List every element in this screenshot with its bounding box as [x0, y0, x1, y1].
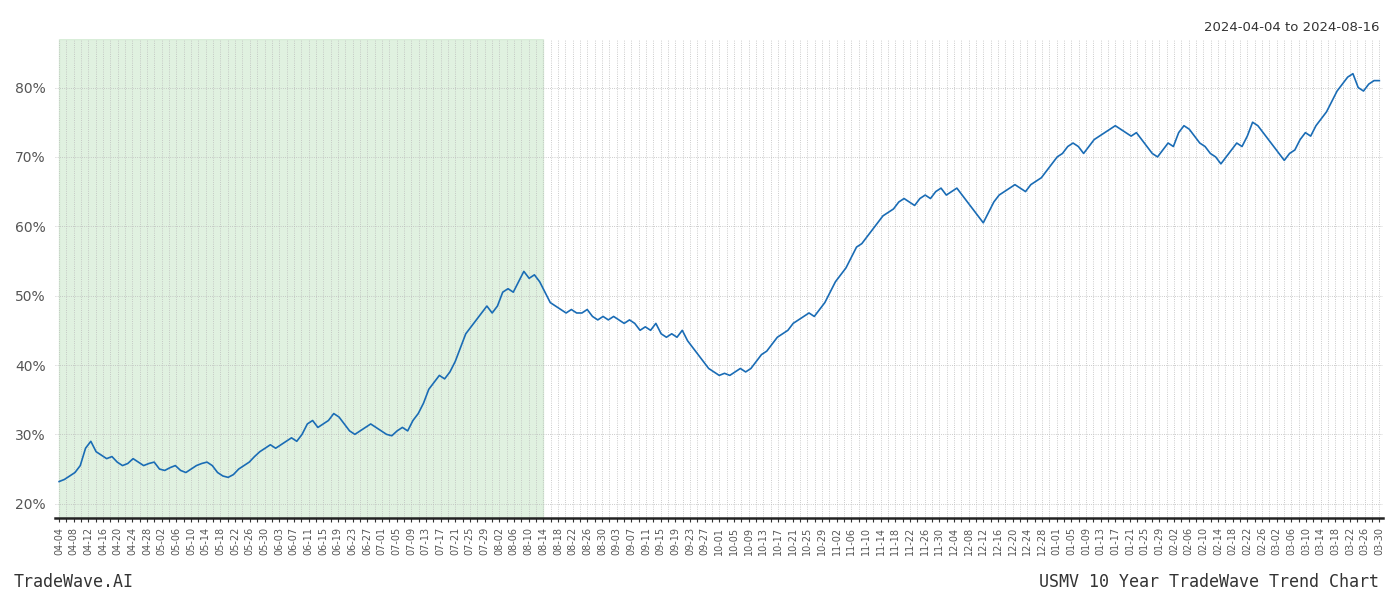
Text: USMV 10 Year TradeWave Trend Chart: USMV 10 Year TradeWave Trend Chart — [1039, 573, 1379, 591]
Bar — [59, 39, 543, 518]
Text: 2024-04-04 to 2024-08-16: 2024-04-04 to 2024-08-16 — [1204, 21, 1379, 34]
Text: TradeWave.AI: TradeWave.AI — [14, 573, 134, 591]
